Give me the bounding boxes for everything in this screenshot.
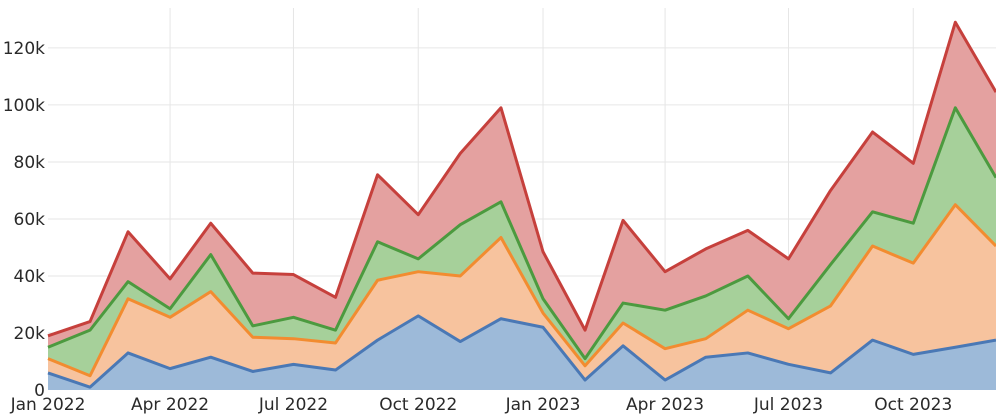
series-areas	[48, 22, 996, 390]
series-2-line	[47, 203, 996, 378]
y-tick-label: 80k	[14, 153, 46, 173]
y-tick-label: 20k	[14, 324, 46, 344]
series-3-line	[47, 106, 996, 361]
x-tick-labels: Jan 2022 Apr 2022 Jul 2022 Oct 2022 Jan 2023…	[10, 395, 953, 415]
x-tick-label: Oct 2022	[379, 395, 457, 415]
series-1-area	[48, 315, 996, 390]
x-tick-label: Apr 2023	[626, 395, 704, 415]
x-tick-label: Jan 2023	[505, 395, 581, 415]
series-lines	[47, 20, 996, 389]
series-1-line	[47, 314, 996, 389]
y-tick-label: 60k	[14, 210, 46, 230]
x-tick-label: Jan 2022	[10, 395, 86, 415]
x-tick-label: Oct 2023	[874, 395, 952, 415]
series-3-area	[48, 107, 996, 376]
x-tick-label: Jul 2023	[753, 395, 823, 415]
y-tick-labels: 0 20k 40k 60k 80k 100k 120k	[3, 39, 45, 401]
x-tick-label: Jul 2022	[258, 395, 328, 415]
x-tick-label: Apr 2022	[131, 395, 209, 415]
y-tick-label: 100k	[3, 96, 45, 116]
y-tick-label: 40k	[14, 267, 46, 287]
y-tick-label: 120k	[3, 39, 45, 59]
y-tick-label: 0	[34, 381, 45, 401]
series-2-area	[48, 204, 996, 388]
series-4-line	[47, 20, 996, 338]
